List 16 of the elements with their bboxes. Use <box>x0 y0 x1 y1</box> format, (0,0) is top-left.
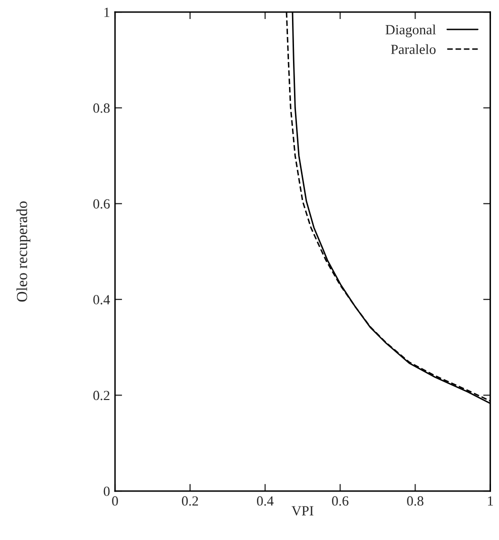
x-tick-label: 1 <box>488 496 493 506</box>
y-tick-label: 0 <box>104 486 110 496</box>
y-tick-label: 0.2 <box>93 390 110 400</box>
x-tick-label: 0.8 <box>407 496 424 506</box>
x-tick-label: 0 <box>112 496 118 506</box>
y-tick-label: 0.6 <box>93 199 110 209</box>
legend-label: Paralelo <box>390 44 436 54</box>
y-tick-label: 0.4 <box>93 295 110 304</box>
x-tick-label: 0.4 <box>256 496 274 506</box>
x-axis-title: VPI <box>292 506 314 516</box>
y-axis-title: Oleo recuperado <box>16 201 30 302</box>
legend-label: Diagonal <box>386 24 436 38</box>
x-tick-label: 0.2 <box>182 496 198 506</box>
y-tick-label: 0.8 <box>93 103 110 113</box>
y-tick-label: 1 <box>104 8 110 17</box>
x-tick-label: 0.6 <box>332 496 348 506</box>
